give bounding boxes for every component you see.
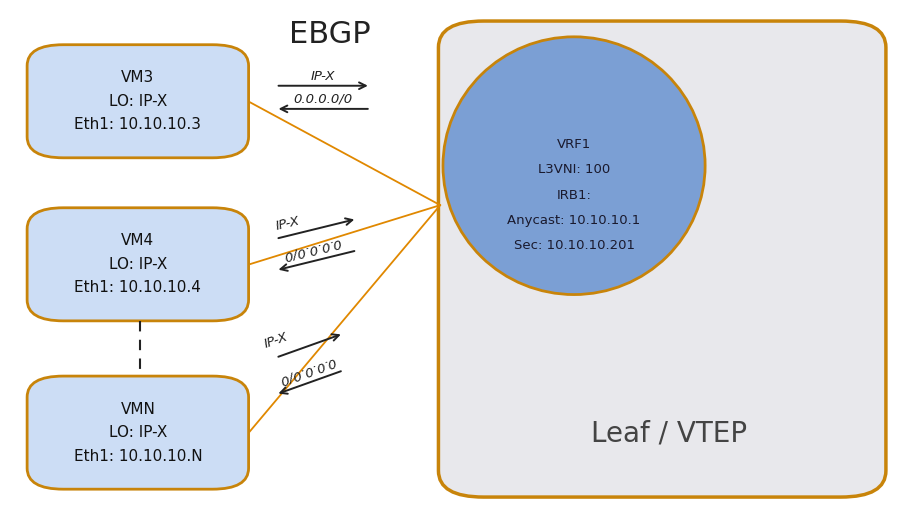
- Text: Sec: 10.10.10.201: Sec: 10.10.10.201: [513, 239, 634, 252]
- Text: IP-X: IP-X: [262, 330, 289, 350]
- Text: 0.0.0.0/0: 0.0.0.0/0: [277, 355, 337, 387]
- Text: L3VNI: 100: L3VNI: 100: [537, 164, 610, 176]
- Text: VM3
LO: IP-X
Eth1: 10.10.10.3: VM3 LO: IP-X Eth1: 10.10.10.3: [74, 70, 201, 132]
- Text: EBGP: EBGP: [289, 19, 370, 49]
- Text: 0.0.0.0/0: 0.0.0.0/0: [293, 93, 352, 106]
- FancyBboxPatch shape: [27, 45, 248, 158]
- Text: VRF1: VRF1: [556, 138, 591, 151]
- Text: IP-X: IP-X: [274, 215, 301, 234]
- Text: IP-X: IP-X: [310, 70, 335, 83]
- Text: VM4
LO: IP-X
Eth1: 10.10.10.4: VM4 LO: IP-X Eth1: 10.10.10.4: [74, 234, 201, 295]
- FancyBboxPatch shape: [438, 21, 885, 497]
- Text: Anycast: 10.10.10.1: Anycast: 10.10.10.1: [507, 214, 640, 227]
- Text: 0.0.0.0/0: 0.0.0.0/0: [282, 236, 341, 262]
- FancyBboxPatch shape: [27, 376, 248, 489]
- FancyBboxPatch shape: [27, 208, 248, 321]
- Text: Leaf / VTEP: Leaf / VTEP: [591, 420, 746, 448]
- Ellipse shape: [442, 37, 704, 295]
- Text: VMN
LO: IP-X
Eth1: 10.10.10.N: VMN LO: IP-X Eth1: 10.10.10.N: [73, 402, 202, 463]
- Text: IRB1:: IRB1:: [556, 189, 591, 201]
